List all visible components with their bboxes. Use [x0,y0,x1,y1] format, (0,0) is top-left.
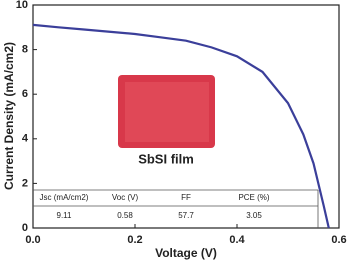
x-tick-label: 0.4 [229,234,245,246]
y-axis-label: Current Density (mA/cm2) [2,42,16,190]
x-axis-label: Voltage (V) [155,246,217,260]
y-tick-label: 4 [22,133,29,145]
y-tick-label: 0 [22,222,28,234]
y-tick-label: 8 [22,44,28,56]
table-cell: 0.58 [117,211,133,220]
table-cell: 9.11 [57,211,73,220]
x-tick-label: 0.0 [25,234,40,246]
table-header: Voc (V) [112,193,139,202]
jv-curve [32,23,330,229]
plot-frame [32,4,340,229]
table-cell: 3.05 [246,211,262,220]
y-tick-label: 6 [22,88,28,100]
y-tick-label: 2 [22,177,28,189]
table-cell: 57.7 [178,211,194,220]
x-tick-label: 0.6 [331,234,346,246]
table-lines [33,189,319,228]
table-header: FF [181,193,191,202]
y-tick-label: 10 [16,0,28,11]
inset-label: SbSI film [138,151,194,166]
film-photo-inner [125,82,209,142]
x-tick-label: 0.2 [127,234,142,246]
table-header: PCE (%) [238,193,269,202]
table-header: Jsc (mA/cm2) [40,193,89,202]
